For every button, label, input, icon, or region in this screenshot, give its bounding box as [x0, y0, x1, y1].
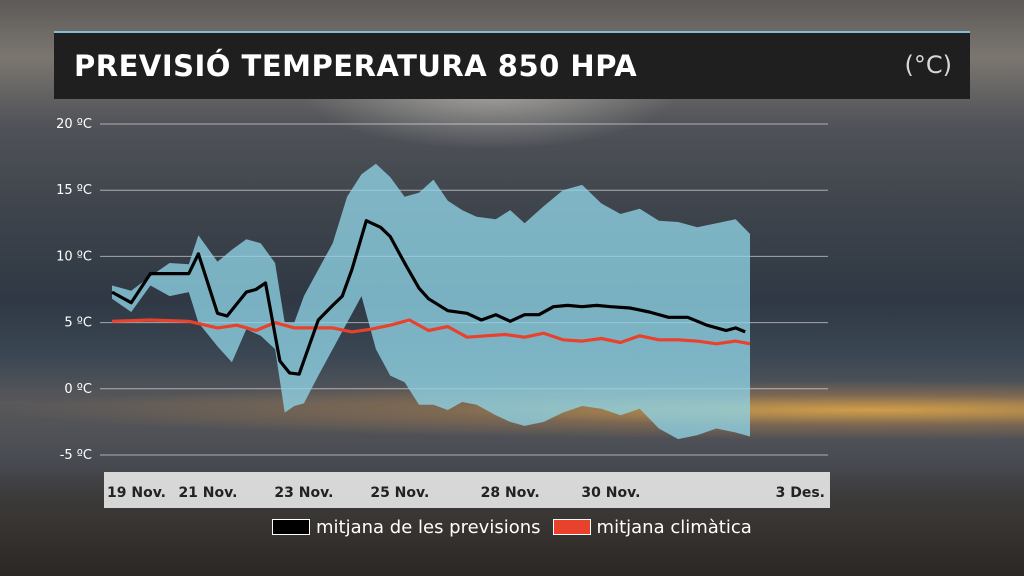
title-bar: PREVISIÓ TEMPERATURA 850 HPA (°C) [54, 31, 970, 99]
y-tick-label: 10 ºC [56, 249, 92, 264]
x-tick-label: 23 Nov. [274, 485, 333, 501]
legend-item-forecast: mitjana de les previsions [272, 517, 541, 538]
x-tick-label: 19 Nov. [107, 485, 166, 501]
chart-legend: mitjana de les previsions mitjana climàt… [272, 514, 752, 540]
y-tick-label: 15 ºC [56, 183, 92, 198]
legend-swatch-forecast [272, 519, 310, 535]
y-tick-label: 0 ºC [64, 382, 92, 397]
x-tick-labels: 19 Nov. 21 Nov. 23 Nov. 25 Nov. 28 Nov. 30 No… [107, 485, 825, 501]
x-tick-label: 28 Nov. [481, 485, 540, 501]
legend-item-climate: mitjana climàtica [552, 516, 752, 538]
legend-swatch-climate [552, 519, 591, 535]
x-tick-label: 3 Des. [776, 485, 825, 501]
x-tick-label: 21 Nov. [178, 485, 237, 501]
x-tick-label: 25 Nov. [370, 485, 429, 501]
y-tick-label: 20 ºC [56, 117, 92, 132]
x-axis-strip [104, 472, 830, 508]
unit-label: (°C) [904, 51, 952, 79]
y-tick-label: -5 ºC [60, 448, 92, 463]
x-tick-label: 30 Nov. [581, 485, 640, 501]
legend-label-forecast: mitjana de les previsions [316, 516, 541, 538]
forecast-mean-line [111, 219, 746, 376]
y-tick-labels: 20 ºC 15 ºC 10 ºC 5 ºC 0 ºC -5 ºC [56, 117, 92, 463]
climate-mean-line [111, 318, 751, 346]
y-tick-label: 5 ºC [64, 316, 92, 331]
legend-label-climate: mitjana climàtica [596, 516, 752, 538]
chart-title: PREVISIÓ TEMPERATURA 850 HPA [74, 49, 638, 83]
